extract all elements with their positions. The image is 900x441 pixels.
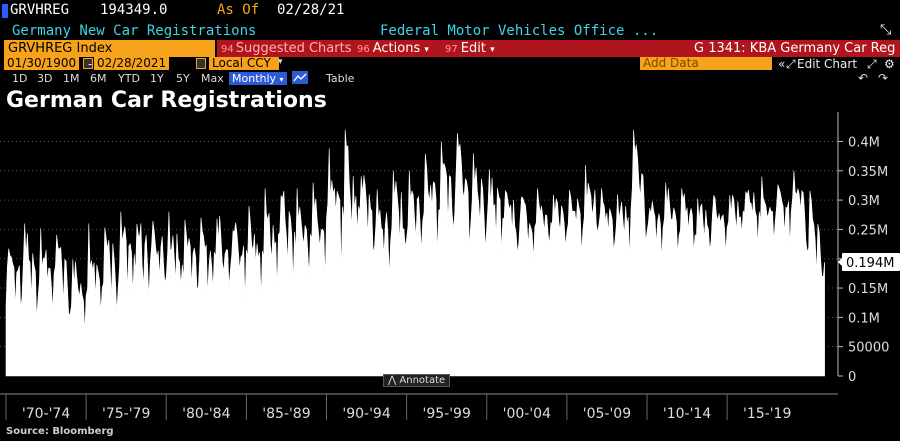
- y-tick-label: 50000: [848, 341, 889, 356]
- graph-title: G 1341: KBA Germany Car Reg: [694, 41, 896, 56]
- edit-chart-icon[interactable]: ⤢: [786, 57, 796, 71]
- x-tick-label: '15-'19: [743, 406, 791, 422]
- annotate-button[interactable]: ⋀ Annotate: [383, 374, 451, 387]
- dropdown-arrow-icon: ▾: [490, 45, 495, 55]
- x-tick-label: '95-'99: [422, 406, 470, 422]
- x-tick-label: '70-'74: [22, 406, 70, 422]
- x-axis-labels: '70-'74 '75-'79 '80-'84 '85-'89 '90-'94 '95-'…: [22, 406, 792, 422]
- command-bar: GRVHREG Index 94 Suggested Charts 96 Actio…: [0, 40, 900, 57]
- period-ytd[interactable]: YTD: [118, 72, 140, 85]
- frequency-label: Monthly: [232, 72, 277, 85]
- collapse-icon[interactable]: «: [778, 57, 786, 71]
- dropdown-arrow-icon: ▾: [424, 45, 429, 55]
- period-3d[interactable]: 3D: [37, 72, 53, 85]
- source-footnote: Source: Bloomberg: [6, 426, 114, 437]
- period-6m[interactable]: 6M: [90, 72, 107, 85]
- suggested-charts-number: 94: [221, 44, 234, 55]
- security-description: Germany New Car Registrations: [12, 23, 257, 39]
- suggested-charts-label: Suggested Charts: [235, 41, 352, 56]
- period-1m[interactable]: 1M: [63, 72, 80, 85]
- y-tick-label: 0.3M: [848, 194, 880, 209]
- edit-number: 97: [445, 44, 458, 55]
- gear-icon[interactable]: ⚙: [884, 57, 895, 71]
- resize-icon[interactable]: ⤡: [880, 22, 892, 38]
- start-date-field[interactable]: 01/30/1900: [4, 57, 80, 70]
- x-tick-label: '80-'84: [182, 406, 230, 422]
- dropdown-arrow-icon: ▾: [279, 75, 284, 84]
- table-view-button[interactable]: Table: [326, 72, 355, 85]
- security-flag-icon: [2, 4, 8, 18]
- ticker-symbol[interactable]: GRVHREG: [10, 2, 70, 18]
- period-1y[interactable]: 1Y: [150, 72, 164, 85]
- last-price: 194349.0: [100, 2, 168, 18]
- x-tick-label: '85-'89: [262, 406, 310, 422]
- edit-chart-button[interactable]: Edit Chart: [797, 57, 858, 71]
- annotate-grip-icon: ⋀: [388, 375, 397, 386]
- edit-menu[interactable]: 97 Edit ▾: [445, 40, 495, 59]
- series-area-path: [5, 129, 825, 377]
- actions-label: Actions: [372, 41, 421, 56]
- date-range-bar: 01/30/1900 - 02/28/2021 Local CCY ▾ Add …: [0, 57, 900, 71]
- undo-icon[interactable]: ↶: [858, 71, 869, 85]
- annotate-label: Annotate: [399, 375, 446, 386]
- date-separator: -: [88, 57, 93, 71]
- y-tick-label: 0.1M: [848, 311, 880, 326]
- x-tick-label: '90-'94: [342, 406, 390, 422]
- x-tick-label: '75-'79: [102, 406, 150, 422]
- description-bar: Germany New Car Registrations Federal Mo…: [0, 22, 900, 40]
- y-tick-label: 0.25M: [848, 223, 888, 238]
- period-1d[interactable]: 1D: [12, 72, 28, 85]
- expand-icon[interactable]: ⤢: [867, 57, 877, 71]
- x-tick-label: '00-'04: [503, 406, 551, 422]
- actions-number: 96: [357, 44, 370, 55]
- menu-bar-background: [217, 40, 900, 57]
- period-max[interactable]: Max: [201, 72, 224, 85]
- dropdown-arrow-icon[interactable]: ▾: [278, 57, 283, 67]
- x-tick-label: '10-'14: [663, 406, 711, 422]
- line-chart-icon[interactable]: [292, 71, 308, 84]
- y-tick-label: 0.4M: [848, 135, 880, 150]
- calendar-icon[interactable]: [83, 58, 93, 69]
- last-value-box: [842, 253, 900, 272]
- as-of-date: 02/28/21: [277, 2, 345, 18]
- actions-menu[interactable]: 96 Actions ▾: [357, 40, 429, 59]
- currency-select[interactable]: Local CCY: [209, 57, 279, 70]
- y-tick-label: 0.15M: [848, 282, 888, 297]
- data-source-link[interactable]: Federal Motor Vehicles Office ...: [380, 23, 659, 39]
- y-tick-label: 0.35M: [848, 165, 888, 180]
- last-value-marker: 0.194M: [838, 253, 900, 272]
- period-toolbar: 1D 3D 1M 6M YTD 1Y 5Y Max Monthly ▾ Tabl…: [0, 71, 900, 86]
- as-of-label: As Of: [217, 2, 260, 18]
- calendar-icon[interactable]: [196, 58, 206, 69]
- redo-icon[interactable]: ↷: [878, 71, 889, 85]
- series-area: [5, 129, 825, 377]
- y-tick-label: 0: [848, 370, 856, 385]
- add-data-input[interactable]: Add Data: [640, 57, 772, 70]
- end-date-field[interactable]: 02/28/2021: [94, 57, 170, 70]
- x-axis: [0, 393, 838, 420]
- period-5y[interactable]: 5Y: [176, 72, 190, 85]
- edit-label: Edit: [460, 41, 486, 56]
- last-value-pointer: [838, 257, 843, 268]
- security-header: GRVHREG 194349.0 As Of 02/28/21: [0, 0, 900, 22]
- suggested-charts-menu[interactable]: 94 Suggested Charts: [221, 40, 351, 58]
- chart-title: German Car Registrations: [6, 88, 327, 113]
- index-name-field[interactable]: GRVHREG Index: [4, 40, 215, 57]
- x-tick-label: '05-'09: [583, 406, 631, 422]
- frequency-select[interactable]: Monthly ▾: [229, 72, 287, 85]
- last-value-label: 0.194M: [846, 256, 894, 271]
